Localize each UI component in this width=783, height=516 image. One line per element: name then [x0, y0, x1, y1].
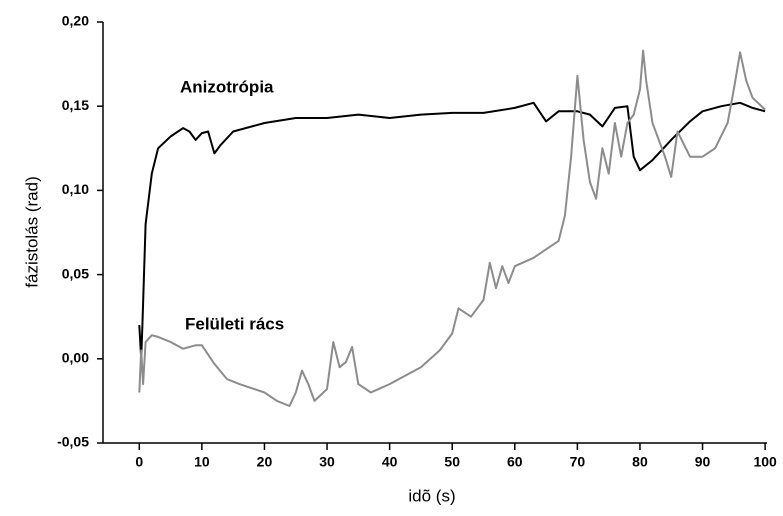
x-tick-label: 20	[257, 454, 273, 470]
x-tick-label: 100	[753, 454, 777, 470]
data-line	[138, 101, 766, 360]
y-tick-label: 0,00	[62, 350, 89, 366]
x-tick-label: 80	[632, 454, 648, 470]
x-tick-label: 60	[507, 454, 523, 470]
series-label: Anizotrópia	[180, 77, 274, 96]
x-tick-label: 30	[319, 454, 335, 470]
y-tick-label: 0,20	[62, 13, 89, 29]
data-line	[138, 49, 766, 407]
x-tick-label: 90	[695, 454, 711, 470]
y-tick-label: 0,15	[62, 97, 89, 113]
series-label: Felületi rács	[185, 314, 284, 333]
x-axis-label: idõ (s)	[408, 486, 455, 505]
x-tick-label: 50	[444, 454, 460, 470]
y-tick-label: 0,10	[62, 181, 89, 197]
x-tick-label: 70	[570, 454, 586, 470]
x-tick-label: 10	[194, 454, 210, 470]
x-tick-label: 40	[382, 454, 398, 470]
y-axis-label: fázistolás (rad)	[22, 176, 41, 287]
y-tick-label: -0,05	[57, 434, 89, 450]
x-tick-label: 0	[135, 454, 143, 470]
y-tick-label: 0,05	[62, 265, 89, 281]
